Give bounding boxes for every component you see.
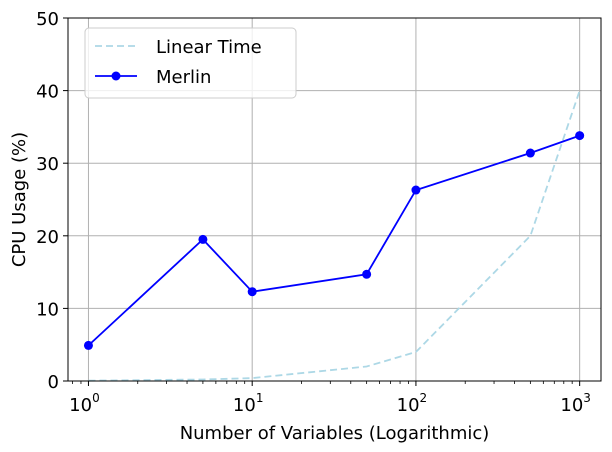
data-point xyxy=(362,269,372,279)
data-point xyxy=(525,148,535,158)
x-axis-label: Number of Variables (Logarithmic) xyxy=(180,423,490,444)
legend: Linear Time Merlin xyxy=(84,27,297,99)
x-tick-label: 101 xyxy=(233,391,264,416)
legend-marker-merlin xyxy=(111,71,121,81)
y-tick-label: 50 xyxy=(36,9,59,30)
plot-frame xyxy=(67,17,602,382)
series-line-merlin xyxy=(87,134,580,347)
ticks: 0 10 20 30 40 50 100 101 102 103 xyxy=(36,9,591,416)
data-point xyxy=(575,131,585,141)
y-tick-label: 40 xyxy=(36,82,59,103)
y-tick-label: 20 xyxy=(36,227,59,248)
data-point xyxy=(247,287,257,297)
data-point xyxy=(198,234,208,244)
x-tick-label: 103 xyxy=(560,391,591,416)
x-tick-label: 100 xyxy=(69,391,100,416)
y-tick-label: 0 xyxy=(48,372,59,393)
data-point xyxy=(411,185,421,195)
legend-box xyxy=(84,27,297,99)
series-area xyxy=(83,90,585,382)
y-tick-label: 10 xyxy=(36,299,59,320)
series-line-linear-time xyxy=(88,90,581,382)
y-tick-label: 30 xyxy=(36,154,59,175)
legend-label-merlin: Merlin xyxy=(156,67,211,88)
legend-label-linear-time: Linear Time xyxy=(156,37,262,58)
x-tick-label: 102 xyxy=(397,391,428,416)
y-axis-label: CPU Usage (%) xyxy=(9,132,30,267)
data-point xyxy=(83,340,93,350)
